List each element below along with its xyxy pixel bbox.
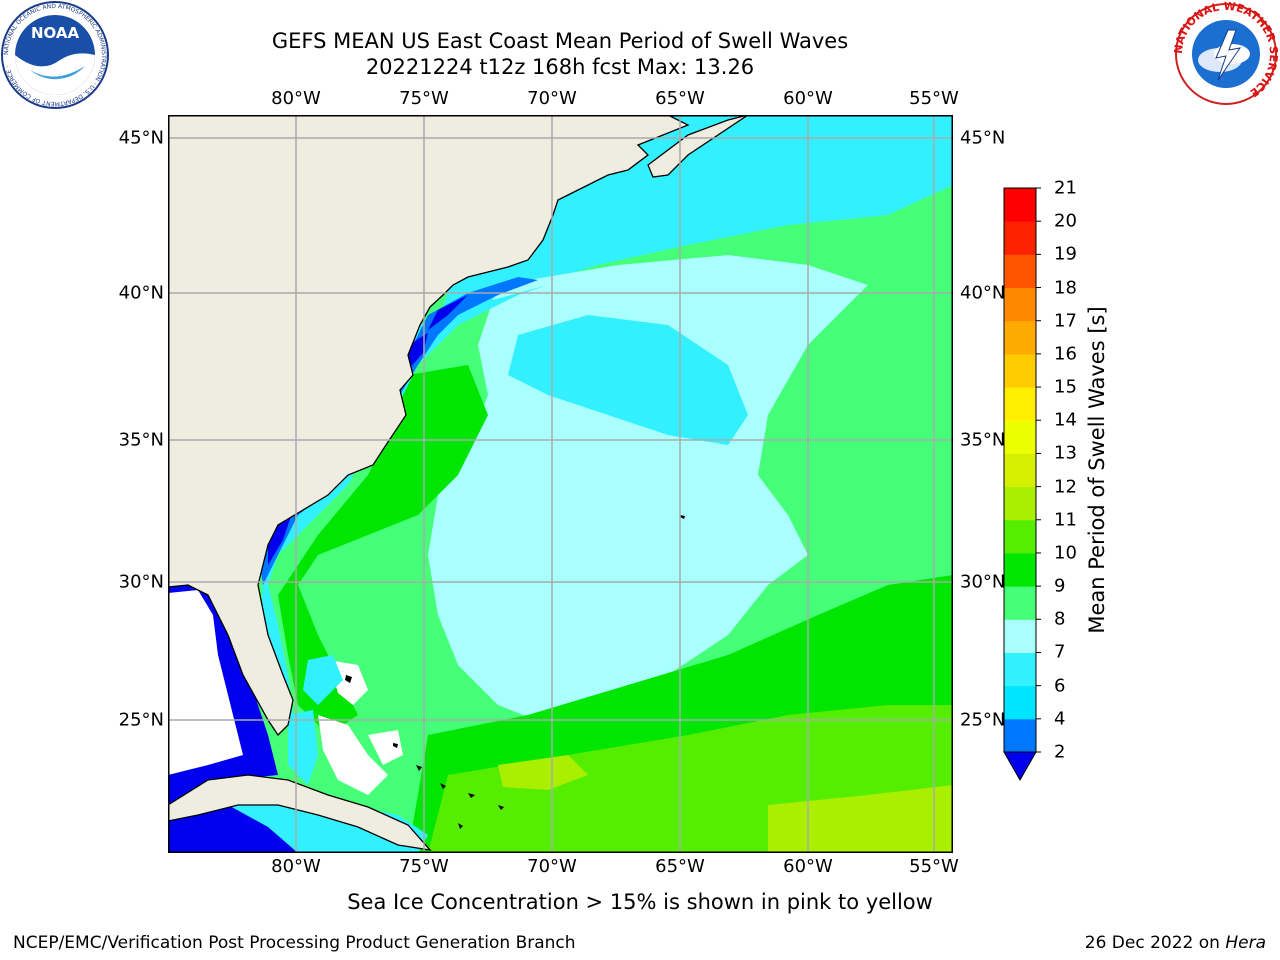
colorbar-tick-label: 17 [1054, 310, 1077, 332]
colorbar-tick-label: 11 [1054, 509, 1077, 531]
colorbar-bin [1004, 221, 1036, 255]
colorbar-tick-label: 7 [1054, 641, 1066, 663]
colorbar-tick-label: 21 [1054, 177, 1077, 199]
field-gulf-no-data [168, 590, 243, 775]
colorbar-tick-label: 18 [1054, 277, 1077, 299]
lon-tick-bottom-75w: 75°W [399, 856, 449, 877]
colorbar-bin [1004, 353, 1036, 388]
colorbar-tick-label: 19 [1054, 243, 1077, 265]
map-subtitle: 20221224 t12z 168h fcst Max: 13.26 [365, 55, 755, 79]
colorbar-bin [1004, 453, 1036, 488]
lon-tick-bottom-70w: 70°W [527, 856, 577, 877]
colorbar-tick-label: 16 [1054, 343, 1077, 365]
colorbar-tick-label: 6 [1054, 675, 1066, 697]
lon-tick-top-55w: 55°W [909, 88, 959, 109]
land-north-america [168, 115, 690, 737]
lon-tick-top-75w: 75°W [399, 88, 449, 109]
host-name: Hera [1225, 933, 1266, 953]
sea-ice-note: Sea Ice Concentration > 15% is shown in … [347, 890, 933, 914]
field-patch-yellowgreen-southwest [498, 755, 588, 790]
noaa-logo: NOAA NATIONAL OCEANIC AND ATMOSPHERIC AD… [1, 1, 109, 109]
lon-tick-bottom-80w: 80°W [271, 856, 321, 877]
lat-tick-right-35n: 35°N [960, 429, 1006, 451]
lon-tick-top-70w: 70°W [527, 88, 577, 109]
colorbar-tick-label: 2 [1054, 741, 1066, 763]
colorbar-bin [1004, 519, 1036, 554]
noaa-logo-text: NOAA [31, 24, 80, 42]
field-caribbean-cyan [228, 795, 428, 853]
colorbar-extend-arrow [1003, 751, 1037, 782]
lat-tick-right-40n: 40°N [960, 282, 1006, 304]
lat-tick-left-25n: 25°N [118, 709, 164, 731]
colorbar [1003, 187, 1041, 782]
lon-tick-top-60w: 60°W [783, 88, 833, 109]
lon-tick-top-80w: 80°W [271, 88, 321, 109]
field-band-yellowgreen-southeast [768, 785, 953, 853]
colorbar-bin [1004, 254, 1036, 289]
colorbar-bin [1004, 420, 1036, 454]
colorbar-tick-label: 4 [1054, 708, 1066, 730]
colorbar-border [1003, 187, 1037, 753]
land-nova-scotia [647, 115, 749, 178]
colorbar-tick-label: 12 [1054, 476, 1077, 498]
lat-tick-left-45n: 45°N [118, 127, 164, 149]
field-patch-cyan-gulfstream [508, 315, 748, 445]
field-bahamas-no-data [318, 660, 403, 795]
colorbar-bin [1004, 486, 1036, 521]
colorbar-bin [1004, 387, 1036, 421]
lon-tick-bottom-60w: 60°W [783, 856, 833, 877]
land-cuba [168, 774, 432, 851]
colorbar-bin [1004, 320, 1036, 355]
colorbar-bin [1004, 552, 1036, 587]
lon-tick-bottom-65w: 65°W [655, 856, 705, 877]
colorbar-tick-label: 20 [1054, 210, 1077, 232]
lon-tick-bottom-55w: 55°W [909, 856, 959, 877]
colorbar-bin [1004, 586, 1036, 620]
lon-tick-top-65w: 65°W [655, 88, 705, 109]
lat-tick-right-25n: 25°N [960, 709, 1006, 731]
colorbar-tick-label: 15 [1054, 376, 1077, 398]
lat-tick-left-40n: 40°N [118, 282, 164, 304]
colorbar-bin [1004, 652, 1036, 687]
colorbar-bin [1004, 685, 1036, 720]
field-shelf-green [278, 365, 488, 735]
colorbar-tick-label: 13 [1054, 442, 1077, 464]
colorbar-label: Mean Period of Swell Waves [s] [1085, 306, 1109, 634]
lat-tick-left-35n: 35°N [118, 429, 164, 451]
colorbar-bin [1004, 718, 1036, 753]
generation-date-text: 26 Dec 2022 on [1084, 933, 1226, 953]
map-title: GEFS MEAN US East Coast Mean Period of S… [271, 29, 849, 53]
field-caribbean-navy [168, 805, 298, 853]
generation-date: 26 Dec 2022 on Hera [1085, 933, 1266, 953]
credit-text: NCEP/EMC/Verification Post Processing Pr… [13, 933, 576, 953]
colorbar-tick-label: 9 [1054, 575, 1066, 597]
map-border [168, 115, 953, 853]
colorbar-bin [1004, 188, 1036, 222]
colorbar-bin [1004, 287, 1036, 322]
lat-tick-right-30n: 30°N [960, 571, 1006, 593]
lat-tick-right-45n: 45°N [960, 127, 1006, 149]
swell-period-map[interactable] [168, 115, 953, 853]
colorbar-tick-label: 8 [1054, 608, 1066, 630]
graticule [168, 115, 953, 853]
field-bahamas-cyan [288, 655, 343, 785]
lat-tick-left-30n: 30°N [118, 571, 164, 593]
colorbar-tick-label: 14 [1054, 409, 1077, 431]
colorbar-bin [1004, 619, 1036, 653]
nws-logo: NATIONAL WEATHER SERVICE [1172, 0, 1280, 105]
colorbar-tick-label: 10 [1054, 542, 1077, 564]
